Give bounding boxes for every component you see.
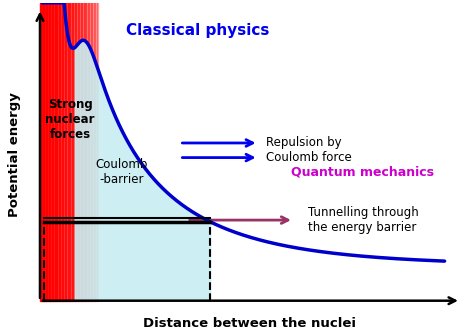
Text: Strong
nuclear
forces: Strong nuclear forces [46,98,95,141]
Text: Potential energy: Potential energy [8,92,21,217]
Text: Tunnelling through
the energy barrier: Tunnelling through the energy barrier [308,206,419,234]
Text: Classical physics: Classical physics [127,23,270,38]
Text: Coulomb
-barrier: Coulomb -barrier [95,158,147,186]
Text: Quantum mechanics: Quantum mechanics [291,166,434,179]
Text: Distance between the nuclei: Distance between the nuclei [143,317,356,330]
Text: Repulsion by
Coulomb force: Repulsion by Coulomb force [265,136,351,164]
